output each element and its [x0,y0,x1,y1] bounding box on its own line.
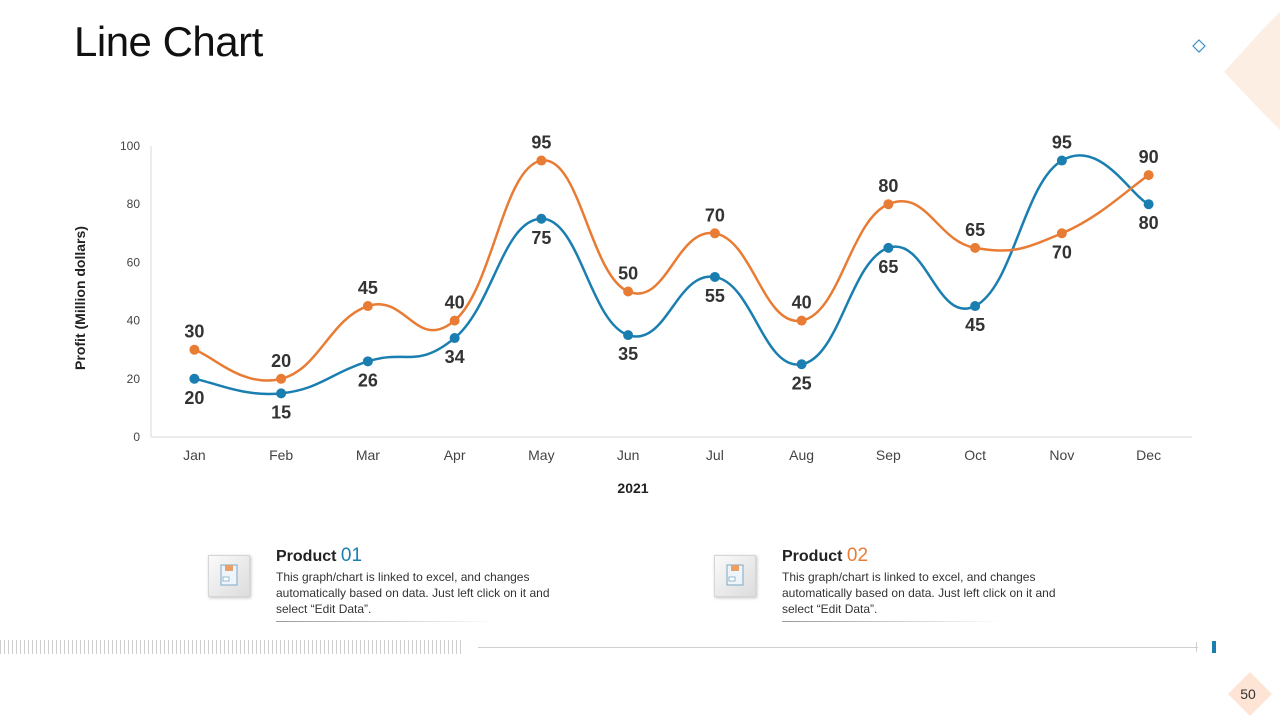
x-tick-label: Oct [964,447,986,463]
legend-number: 02 [846,545,869,566]
x-tick-label: Mar [356,447,380,463]
accent-bar [1212,641,1216,653]
series-line-product-01 [194,154,1150,396]
x-tick-label: Jan [183,447,206,463]
legend-underline [782,621,1002,622]
data-label-product-01: 75 [531,228,551,248]
data-point-product-01 [970,301,981,312]
data-label-product-01: 55 [705,286,725,306]
data-point-product-02 [276,373,287,384]
data-point-product-02 [796,315,807,326]
y-tick-label: 20 [127,372,141,386]
x-tick-label: Dec [1136,447,1161,463]
x-axis-tick-labels: Jan Feb Mar Apr May Jun Jul Aug Sep Oct Nov Dec [183,447,1161,463]
data-point-product-01 [189,373,200,384]
bottom-divider [478,647,1198,648]
data-label-product-02: 95 [531,133,551,153]
data-label-product-02: 90 [1139,147,1159,167]
x-tick-label: Nov [1049,447,1074,463]
legend-description: This graph/chart is linked to excel, and… [276,570,550,616]
data-point-product-02 [189,344,200,355]
x-tick-label: Feb [269,447,293,463]
data-point-product-02 [362,301,373,312]
data-label-product-02: 80 [878,176,898,196]
data-label-product-01: 95 [1052,133,1072,153]
y-tick-label: 40 [127,314,141,328]
corner-decoration [1192,12,1280,130]
y-tick-label: 100 [120,139,140,153]
data-point-product-01 [276,388,287,399]
y-tick-label: 80 [127,197,141,211]
page-number: 50 [1240,686,1256,702]
data-label-product-01: 80 [1139,213,1159,233]
data-point-product-01 [709,271,720,282]
data-label-product-01: 34 [445,347,465,367]
line-chart: 0 20 40 60 80 100 Jan Feb Mar Apr May Jun Jul Aug Sep… [72,133,1192,496]
data-point-product-01 [796,359,807,370]
chart-data-labels: 20 15 26 34 75 35 55 25 65 45 95 80 30 20 45 40 95 50 70 40… [184,133,1158,423]
data-point-product-02 [449,315,460,326]
chart-points [189,155,1154,399]
data-point-product-02 [623,286,634,297]
data-label-product-02: 20 [271,351,291,371]
y-tick-label: 0 [133,430,140,444]
data-point-product-02 [1143,170,1154,181]
bottom-divider-cap [1196,642,1197,652]
chart-axes [150,146,1192,438]
data-point-product-02 [709,228,720,239]
product-02-icon [714,555,756,597]
data-label-product-01: 35 [618,344,638,364]
x-tick-label: Sep [876,447,901,463]
legend-description: This graph/chart is linked to excel, and… [782,570,1056,616]
y-tick-label: 60 [127,255,141,269]
data-point-product-02 [970,242,981,253]
legend-label: Product [782,548,843,565]
data-label-product-01: 15 [271,402,291,422]
x-tick-label: Jun [617,447,640,463]
product-01-icon [208,555,250,597]
data-label-product-02: 70 [705,205,725,225]
x-tick-label: Jul [706,447,724,463]
decorative-tick-strip [0,640,462,654]
data-label-product-02: 65 [965,220,985,240]
data-point-product-01 [1056,155,1067,166]
data-label-product-01: 45 [965,315,985,335]
data-point-product-02 [883,199,894,210]
legend-title: Product 02 [782,545,1072,567]
data-label-product-01: 25 [792,373,812,393]
x-tick-label: May [528,447,554,463]
y-axis-tick-labels: 0 20 40 60 80 100 [120,139,140,444]
legend-label: Product [276,548,337,565]
data-label-product-02: 40 [445,293,465,313]
data-point-product-01 [536,213,547,224]
legend-title: Product 01 [276,545,566,567]
data-point-product-01 [623,330,634,341]
data-label-product-01: 20 [184,388,204,408]
data-label-product-01: 65 [878,257,898,277]
x-axis-label: 2021 [617,480,648,496]
data-label-product-02: 45 [358,278,378,298]
legend-underline [276,621,496,622]
data-point-product-01 [883,242,894,253]
corner-diamond-shape [1224,12,1280,130]
data-label-product-02: 40 [792,293,812,313]
page-number-badge [1228,672,1272,716]
data-point-product-02 [536,155,547,166]
y-axis-label: Profit (Million dollars) [72,226,88,370]
page-title: Line Chart [74,18,263,65]
series-line-product-02 [193,159,1150,382]
data-point-product-01 [1143,199,1154,210]
data-point-product-02 [1056,228,1067,239]
data-label-product-01: 26 [358,370,378,390]
data-label-product-02: 30 [184,322,204,342]
data-point-product-01 [449,333,460,344]
outline-diamond-shape [1192,39,1206,53]
x-tick-label: Apr [444,447,466,463]
chart-series [193,154,1150,396]
x-tick-label: Aug [789,447,814,463]
data-label-product-02: 50 [618,264,638,284]
data-label-product-02: 70 [1052,242,1072,262]
data-point-product-01 [362,356,373,367]
legend-number: 01 [340,545,363,566]
